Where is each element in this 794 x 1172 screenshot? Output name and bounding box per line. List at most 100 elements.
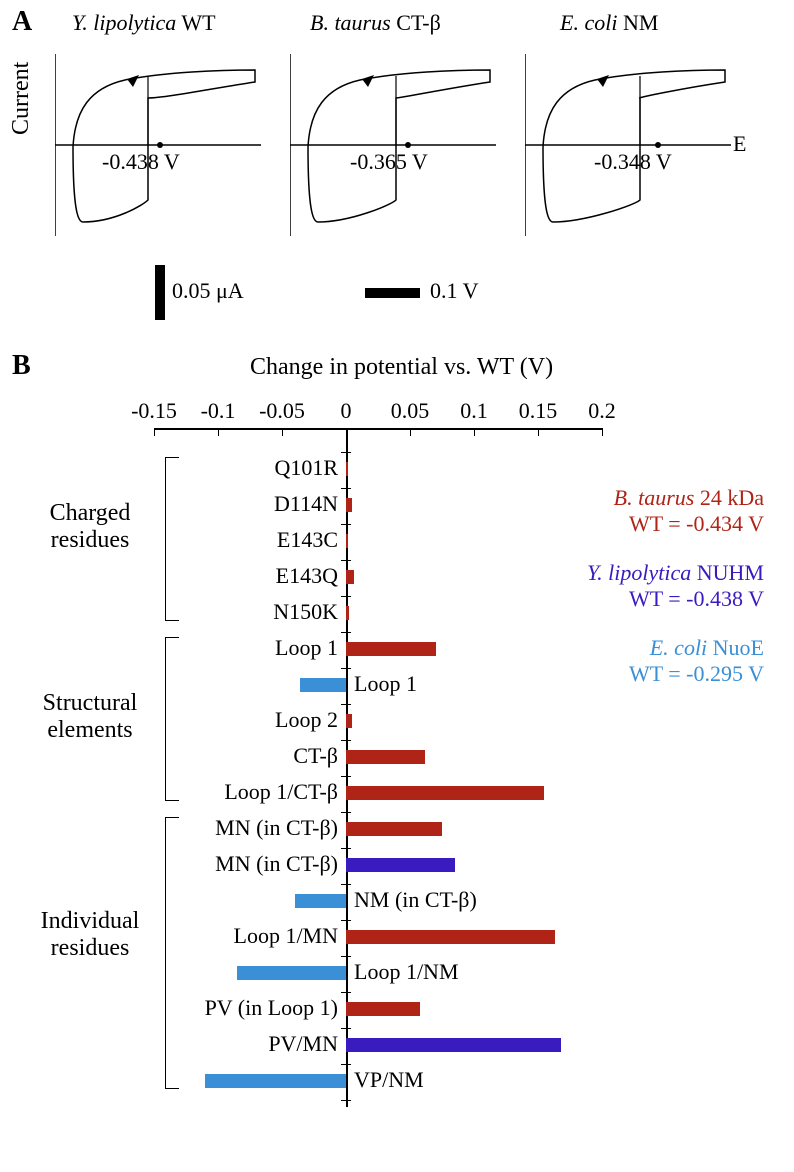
row-tick [341, 1064, 351, 1065]
row-tick [341, 884, 351, 885]
x-axis-line [154, 428, 602, 430]
cv-title: Y. lipolytica WT [72, 10, 216, 36]
tick [410, 428, 411, 436]
bar-label: Loop 1/NM [354, 959, 459, 985]
row-tick [341, 596, 351, 597]
cv-plot [525, 40, 747, 250]
tick-label: 0 [341, 398, 352, 424]
scale-bar-vertical [155, 265, 165, 320]
tick-label: 0.2 [588, 398, 616, 424]
bar-label: Loop 1/CT-β [224, 779, 338, 805]
panel-b-label: B [12, 350, 31, 382]
row-tick [341, 524, 351, 525]
row-tick [341, 668, 351, 669]
group-label: Chargedresidues [25, 500, 155, 554]
row-tick [341, 740, 351, 741]
tick-label: -0.05 [259, 398, 305, 424]
tick [282, 428, 283, 436]
cv-plot [290, 40, 512, 250]
group-bracket [165, 817, 179, 1089]
bar-label: E143Q [276, 563, 338, 589]
bar-label: PV (in Loop 1) [205, 995, 338, 1021]
bar-label: MN (in CT-β) [215, 815, 338, 841]
scale-v-text: 0.05 μA [172, 278, 244, 304]
row-tick [341, 452, 351, 453]
cv-title: B. taurus CT-β [310, 10, 441, 36]
bar [346, 570, 354, 584]
row-tick [341, 704, 351, 705]
bar [205, 1074, 346, 1088]
tick [538, 428, 539, 436]
bar [346, 930, 555, 944]
tick [602, 428, 603, 436]
bar-label: NM (in CT-β) [354, 887, 477, 913]
row-tick [341, 992, 351, 993]
row-tick [341, 956, 351, 957]
bar-label: Loop 2 [275, 707, 338, 733]
group-label: Individualresidues [25, 908, 155, 962]
tick-label: 0.05 [391, 398, 430, 424]
tick [154, 428, 155, 436]
bar-label: CT-β [293, 743, 338, 769]
bar-label: D114N [274, 491, 338, 517]
row-tick [341, 920, 351, 921]
bar [300, 678, 346, 692]
bar-label: Loop 1/MN [234, 923, 339, 949]
scale-h-text: 0.1 V [430, 278, 479, 304]
group-bracket [165, 457, 179, 621]
bar [346, 498, 352, 512]
bar-label: PV/MN [268, 1031, 338, 1057]
row-tick [341, 1028, 351, 1029]
tick [218, 428, 219, 436]
bar-label: Q101R [274, 455, 338, 481]
group-bracket [165, 637, 179, 801]
cv-value: -0.438 V [102, 149, 180, 175]
axis-title: Change in potential vs. WT (V) [250, 354, 553, 381]
cv-value: -0.365 V [350, 149, 428, 175]
row-tick [341, 812, 351, 813]
bar [346, 462, 348, 476]
legend-entry: B. taurus 24 kDaWT = -0.434 V [614, 485, 764, 537]
cv-plot [55, 40, 277, 250]
bar [237, 966, 346, 980]
bar [346, 534, 348, 548]
row-tick [341, 632, 351, 633]
tick-label: 0.15 [519, 398, 558, 424]
panel-a-label: A [12, 6, 32, 38]
row-tick [341, 776, 351, 777]
bar [346, 822, 442, 836]
tick-label: -0.15 [131, 398, 177, 424]
bar [346, 858, 455, 872]
bar [295, 894, 346, 908]
panel-b: B Change in potential vs. WT (V) -0.15 -0… [0, 350, 794, 1172]
bar [346, 642, 436, 656]
row-tick [341, 560, 351, 561]
bar-label: MN (in CT-β) [215, 851, 338, 877]
tick-label: -0.1 [201, 398, 236, 424]
row-tick [341, 848, 351, 849]
bar-label: Loop 1 [275, 635, 338, 661]
tick [474, 428, 475, 436]
cv-value: -0.348 V [594, 149, 672, 175]
bar-label: N150K [273, 599, 338, 625]
bar [346, 1002, 420, 1016]
tick-label: 0.1 [460, 398, 488, 424]
scale-bar-horizontal [365, 288, 420, 298]
bar [346, 714, 352, 728]
cv-title: E. coli NM [560, 10, 658, 36]
bar [346, 1038, 561, 1052]
y-axis-label: Current [8, 62, 35, 135]
bar [346, 606, 349, 620]
panel-a: A Current Y. lipolytica WT -0.438 V B. tau… [0, 0, 794, 340]
bar-label: E143C [277, 527, 338, 553]
group-label: Structuralelements [25, 690, 155, 744]
row-tick [341, 1100, 351, 1101]
legend-entry: E. coli NuoEWT = -0.295 V [629, 635, 764, 687]
e-axis-label: E [733, 131, 746, 157]
bar-label: VP/NM [354, 1067, 424, 1093]
bar-label: Loop 1 [354, 671, 417, 697]
row-tick [341, 488, 351, 489]
bar [346, 786, 544, 800]
bar [346, 750, 425, 764]
legend-entry: Y. lipolytica NUHMWT = -0.438 V [587, 560, 764, 612]
